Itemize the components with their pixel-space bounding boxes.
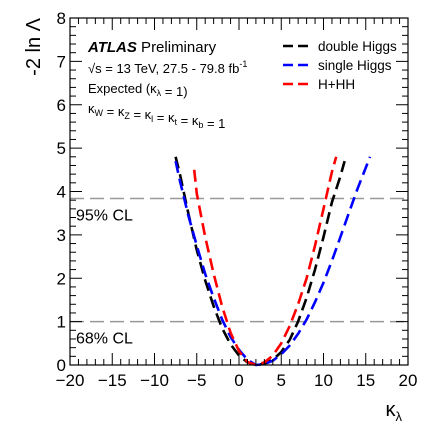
energy-luminosity-label: √s = 13 TeV, 27.5 - 79.8 fb-1 (88, 59, 247, 76)
x-tick-label: 0 (234, 371, 243, 390)
y-axis-title: -2 ln Λ (23, 17, 45, 75)
x-axis-title: κλ (386, 399, 403, 424)
cl-label-1: 95% CL (76, 207, 133, 224)
series-h-hh-line (192, 156, 338, 367)
y-tick-label: 4 (57, 183, 66, 202)
atlas-label: ATLAS Preliminary (87, 39, 217, 56)
y-tick-label: 6 (57, 96, 66, 115)
series-double-higgs-line (174, 156, 346, 367)
cl-label-2: 68% CL (76, 331, 133, 348)
x-tick-label: 5 (277, 371, 286, 390)
y-tick-label: 2 (57, 269, 66, 288)
y-tick-label: 8 (57, 9, 66, 28)
y-tick-label: 1 (57, 313, 66, 332)
x-tick-label: 10 (314, 371, 333, 390)
x-tick-label: −20 (56, 371, 85, 390)
x-tick-label: −5 (187, 371, 206, 390)
x-tick-label: 15 (356, 371, 375, 390)
legend-label: single Higgs (318, 58, 392, 73)
expected-label: Expected (κλ = 1) (88, 81, 188, 99)
y-tick-label: 3 (57, 226, 66, 245)
y-tick-label: 0 (57, 356, 66, 375)
legend-label: H+HH (318, 77, 355, 92)
x-tick-label: −10 (140, 371, 169, 390)
x-tick-label: −15 (98, 371, 127, 390)
couplings-label: κW = κZ = κl = κt = κb = 1 (88, 101, 225, 131)
y-tick-label: 5 (57, 139, 66, 158)
series-single-higgs-line (174, 156, 372, 367)
x-tick-label: 20 (399, 371, 418, 390)
y-tick-label: 7 (57, 52, 66, 71)
legend-label: double Higgs (318, 39, 397, 54)
